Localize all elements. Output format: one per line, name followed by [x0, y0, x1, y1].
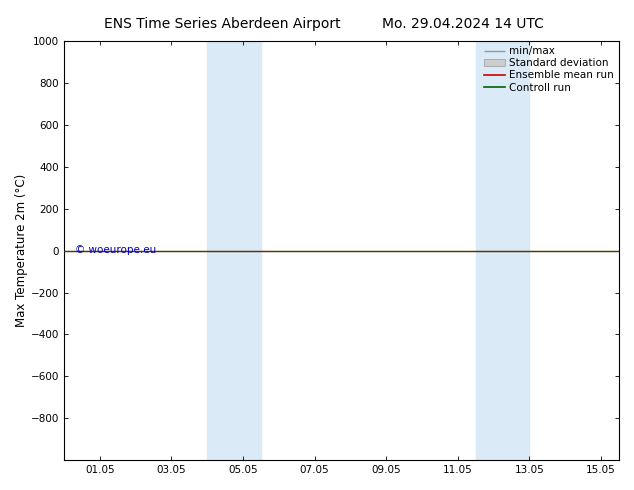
Legend: min/max, Standard deviation, Ensemble mean run, Controll run: min/max, Standard deviation, Ensemble me…	[482, 44, 616, 95]
Text: Mo. 29.04.2024 14 UTC: Mo. 29.04.2024 14 UTC	[382, 17, 544, 31]
Y-axis label: Max Temperature 2m (°C): Max Temperature 2m (°C)	[15, 174, 28, 327]
Bar	[207, 41, 261, 460]
Bar	[476, 41, 529, 460]
Text: © woeurope.eu: © woeurope.eu	[75, 245, 157, 255]
Text: ENS Time Series Aberdeen Airport: ENS Time Series Aberdeen Airport	[103, 17, 340, 31]
